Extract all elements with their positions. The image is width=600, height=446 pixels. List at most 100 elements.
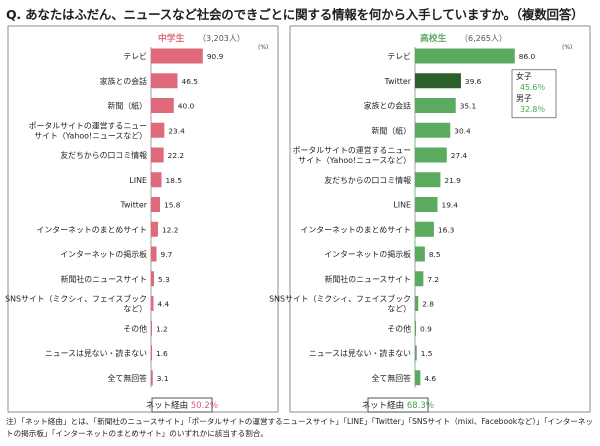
panel-frame <box>7 25 279 413</box>
category-label: 全て無回答 <box>372 373 412 383</box>
data-label: 90.9 <box>207 52 224 61</box>
data-label: 39.6 <box>465 77 482 86</box>
data-label: 3.1 <box>157 374 169 383</box>
category-label: サイト（Yahoo!ニュースなど） <box>298 156 411 165</box>
female-label: 女子 <box>516 71 532 81</box>
data-label: 19.4 <box>442 201 459 210</box>
bar <box>151 320 152 336</box>
category-label: その他 <box>123 323 147 333</box>
category-label: ニュースは見ない・読まない <box>45 348 147 358</box>
bar <box>415 246 425 262</box>
data-label: 5.3 <box>158 275 170 284</box>
category-label: 友だちからの口コミ情報 <box>324 175 411 185</box>
bar <box>151 296 154 311</box>
bar <box>151 345 152 361</box>
category-label: インターネットの掲示板 <box>60 249 147 259</box>
data-label: 30.4 <box>454 126 471 135</box>
question-title: Q. あなたはふだん、ニュースなど社会のできごとに関する情報を何から入手していま… <box>6 7 584 22</box>
bar <box>151 271 155 287</box>
category-label: サイト（Yahoo!ニュースなど） <box>34 131 147 140</box>
data-label: 27.4 <box>451 151 468 160</box>
category-label: テレビ <box>387 52 411 61</box>
high-school-chart: 高校生 （6,265人） (%) テレビ 86.0 Twitter 39.6 家族との会話 35… <box>269 25 591 413</box>
category-label: SNSサイト（ミクシィ、フェイスブック <box>5 294 147 304</box>
category-label: 家族との会話 <box>364 101 411 111</box>
bar <box>415 370 421 386</box>
category-label: 全て無回答 <box>108 373 148 383</box>
data-label: 0.9 <box>420 324 432 333</box>
bar <box>151 246 157 262</box>
bar <box>415 271 424 287</box>
respondent-count: （6,265人） <box>460 34 507 43</box>
gender-breakdown-box <box>511 69 557 119</box>
data-label: 86.0 <box>519 52 536 61</box>
male-label: 男子 <box>516 94 532 103</box>
data-label: 1.5 <box>421 349 433 358</box>
data-label: 22.2 <box>168 151 184 160</box>
data-label: 35.1 <box>460 102 477 111</box>
male-value: 32.8％ <box>520 105 545 114</box>
category-label: LINE <box>393 201 411 210</box>
net-summary-box <box>367 397 429 413</box>
category-label: SNSサイト（ミクシィ、フェイスブック <box>269 294 411 304</box>
data-label: 21.9 <box>444 176 461 185</box>
category-label: など） <box>123 305 147 314</box>
group-label: 高校生 <box>420 32 447 44</box>
data-label: 18.5 <box>166 176 183 185</box>
category-label: 家族との会話 <box>100 76 147 86</box>
data-label: 9.7 <box>161 250 173 259</box>
category-label: テレビ <box>123 52 147 61</box>
bar <box>415 73 461 89</box>
category-label: 友だちからの口コミ情報 <box>60 150 147 160</box>
category-label: Twitter <box>120 201 148 210</box>
bar <box>151 197 161 212</box>
category-label: ポータルサイトの運営するニュー <box>293 145 411 155</box>
bar <box>151 221 158 237</box>
category-label: ポータルサイトの運営するニュー <box>29 120 147 130</box>
category-label: Twitter <box>384 77 412 86</box>
data-label: 16.3 <box>438 225 455 234</box>
female-value: 45.6％ <box>520 83 545 92</box>
category-label: 新聞（紙） <box>108 101 147 111</box>
bar <box>151 73 178 89</box>
unit-label: (%) <box>258 44 268 51</box>
data-label: 12.2 <box>162 225 178 234</box>
category-label: インターネットの掲示板 <box>324 249 411 259</box>
data-label: 2.8 <box>422 300 434 309</box>
footnote: 注）「ネット経由」とは、「新聞社のニュースサイト」「ポータルサイトの運営するニュ… <box>6 417 594 438</box>
category-label: など） <box>387 305 411 314</box>
bar <box>415 147 447 163</box>
unit-label: (%) <box>562 44 572 51</box>
category-label: 新聞社のニュースサイト <box>325 274 411 284</box>
data-label: 7.2 <box>427 275 439 284</box>
respondent-count: （3,203人） <box>198 34 245 43</box>
bar <box>151 98 174 113</box>
category-label: その他 <box>387 323 411 333</box>
data-label: 15.8 <box>164 201 181 210</box>
category-label: インターネットのまとめサイト <box>37 225 147 234</box>
data-label: 4.4 <box>158 300 170 309</box>
category-label: LINE <box>129 176 147 185</box>
bar <box>415 98 456 113</box>
bar <box>151 370 153 386</box>
category-label: 新聞社のニュースサイト <box>61 274 147 284</box>
data-label: 40.0 <box>178 102 195 111</box>
net-summary: ネット経由 68.3％ <box>362 400 435 411</box>
bar <box>415 345 417 361</box>
bar <box>151 122 165 138</box>
data-label: 23.4 <box>168 126 185 135</box>
category-label: ニュースは見ない・読まない <box>309 348 411 358</box>
category-label: 新聞（紙） <box>372 125 411 135</box>
data-label: 1.2 <box>156 324 168 333</box>
bar <box>415 296 419 311</box>
bar <box>415 197 438 212</box>
panel-frame <box>289 25 591 413</box>
bar <box>415 172 441 188</box>
net-summary-box <box>151 397 213 413</box>
net-summary: ネット経由 50.2％ <box>146 400 219 411</box>
bar <box>151 48 203 64</box>
bar <box>415 122 451 138</box>
data-label: 4.6 <box>424 374 436 383</box>
bar <box>415 48 515 64</box>
